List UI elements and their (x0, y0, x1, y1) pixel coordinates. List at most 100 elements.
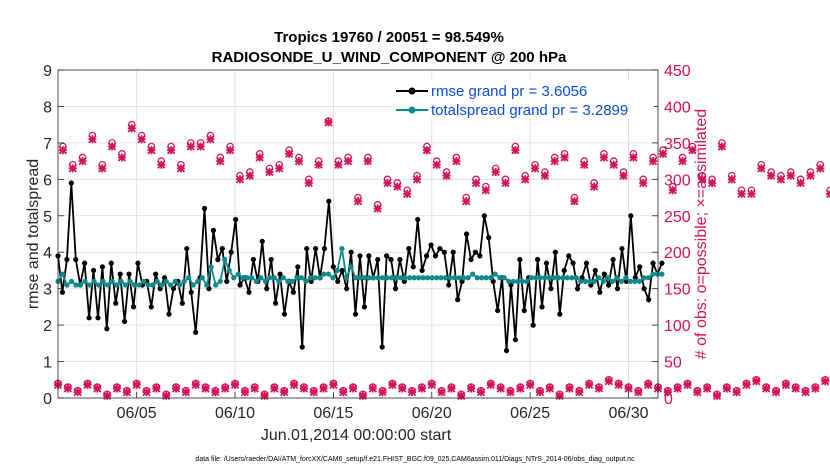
obs-assimilated-marker (73, 388, 82, 397)
rmse-series-marker (281, 311, 288, 317)
obs-assimilated-marker (604, 377, 613, 386)
spread-series-marker (542, 275, 548, 281)
spread-series-marker (68, 278, 75, 284)
spread-series-marker (618, 278, 624, 284)
obs-assimilated-marker (727, 175, 736, 184)
rmse-series-marker (99, 264, 106, 270)
obs-assimilated-marker (624, 384, 633, 393)
rmse-series-marker (437, 245, 443, 252)
obs-assimilated-marker (594, 384, 604, 393)
obs-assimilated-marker (225, 146, 235, 155)
rmse-series-marker (59, 289, 66, 295)
obs-assimilated-marker (540, 171, 550, 180)
y-tick-label: 2 (43, 318, 52, 335)
series-layer (53, 117, 830, 400)
rmse-series-marker (534, 256, 541, 263)
spread-series-marker (104, 282, 111, 288)
obs-assimilated-marker (285, 149, 294, 158)
rmse-series-marker (330, 264, 336, 270)
rmse-series-marker (495, 307, 501, 314)
rmse-series-marker (539, 304, 545, 310)
rmse-series-marker (597, 289, 603, 295)
rmse-series-marker (166, 311, 172, 317)
rmse-series-marker (352, 311, 359, 317)
y-tick-label: 3 (43, 282, 52, 299)
rmse-series-marker (468, 256, 474, 263)
spread-series-marker (141, 278, 147, 284)
obs-assimilated-marker (83, 380, 92, 390)
spread-series-marker (118, 278, 124, 284)
rmse-series-marker (481, 213, 487, 219)
obs-assimilated-marker (462, 197, 471, 206)
rmse-series-marker (210, 227, 217, 233)
spread-series-marker (433, 275, 440, 281)
spread-series-marker (483, 275, 489, 281)
obs-assimilated-marker (334, 160, 343, 169)
rmse-series-marker (446, 282, 452, 288)
rmse-series-marker (557, 311, 563, 317)
obs-assimilated-marker (388, 380, 397, 390)
rmse-series-marker (463, 231, 470, 237)
obs-assimilated-marker (265, 167, 274, 177)
rmse-series-marker (335, 278, 341, 284)
spread-series-marker (172, 278, 178, 284)
rmse-series-marker (570, 260, 576, 266)
rmse-series-marker (379, 344, 385, 350)
rmse-series-marker (264, 286, 270, 292)
rmse-series-marker (170, 286, 177, 292)
rmse-series-marker (268, 256, 274, 263)
spread-series-marker (113, 282, 120, 288)
rmse-series-marker (432, 253, 439, 259)
obs-assimilated-marker (776, 175, 786, 184)
obs-assimilated-marker (152, 384, 161, 393)
obs-assimilated-marker (678, 156, 687, 166)
obs-assimilated-marker (230, 380, 240, 390)
obs-assimilated-marker (221, 384, 230, 393)
spread-series-marker (280, 275, 286, 281)
obs-assimilated-marker (501, 178, 510, 188)
rmse-series-marker (366, 253, 372, 259)
spread-series-marker (222, 256, 228, 263)
spread-series-marker (442, 275, 449, 281)
obs-assimilated-marker (825, 189, 830, 199)
obs-assimilated-marker (525, 380, 535, 390)
obs-assimilated-marker (368, 384, 377, 393)
spread-series-marker (492, 271, 498, 277)
rmse-series-marker (233, 216, 239, 223)
obs-assimilated-marker (206, 135, 215, 144)
spread-series-marker (181, 278, 187, 284)
spread-series-marker (627, 278, 633, 284)
spread-series-marker (596, 275, 602, 281)
y-right-tick-label: 350 (664, 136, 691, 153)
spread-series-marker (393, 275, 399, 281)
spread-series-marker (379, 275, 386, 281)
obs-assimilated-marker (378, 388, 387, 397)
obs-assimilated-marker (58, 146, 68, 155)
rmse-series-marker (561, 267, 567, 274)
obs-assimilated-marker (112, 384, 122, 393)
spread-series-marker (303, 278, 309, 284)
spread-series-marker (465, 275, 471, 281)
obs-assimilated-marker (791, 384, 800, 393)
spread-series-marker (316, 275, 323, 281)
spread-series-marker (82, 278, 88, 284)
spread-series-marker (235, 271, 241, 277)
footer-data-file: data file: /Users/raeder/DAI/ATM_forcXX/… (195, 456, 635, 463)
spread-series-marker (605, 275, 611, 281)
spread-series-marker (195, 278, 201, 284)
obs-assimilated-marker (166, 146, 176, 155)
obs-assimilated-marker (137, 135, 146, 144)
rmse-series-marker (95, 315, 101, 321)
y-axis-label-right: # of obs: o=possible; ×=assimilated (693, 109, 710, 359)
spread-series-marker (258, 275, 264, 281)
obs-assimilated-marker (324, 118, 333, 127)
rmse-series-marker (517, 256, 523, 263)
x-tick-label: 06/25 (510, 405, 550, 422)
obs-assimilated-marker (309, 388, 318, 397)
rmse-series-marker (472, 249, 479, 255)
obs-assimilated-marker (698, 175, 707, 184)
rmse-series-marker (130, 304, 137, 310)
obs-assimilated-marker (693, 388, 702, 397)
rmse-series-marker (548, 286, 554, 292)
